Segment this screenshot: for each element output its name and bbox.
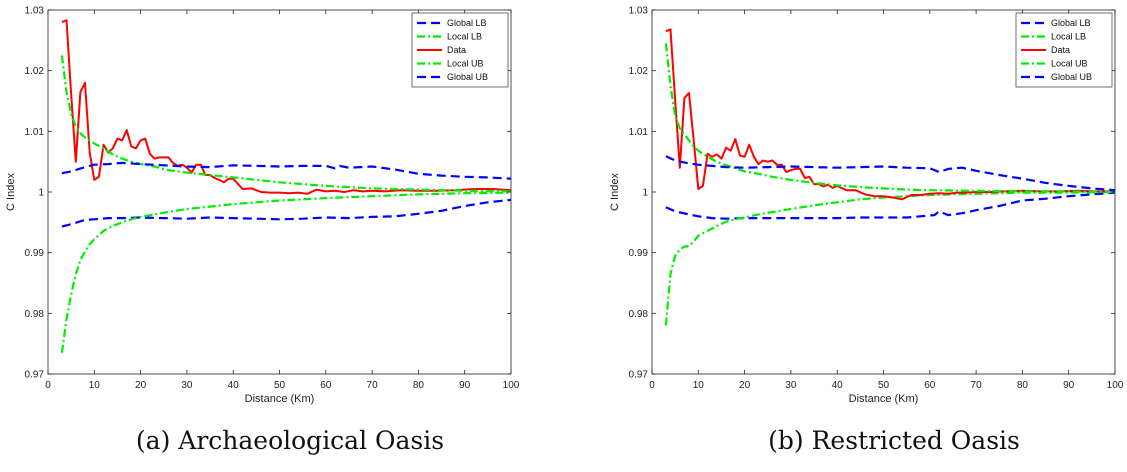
- legend-entry: Local UB: [447, 59, 484, 69]
- x-tick-label: 20: [739, 380, 751, 391]
- x-tick-label: 50: [878, 380, 890, 391]
- y-tick-label: 1.02: [629, 66, 649, 77]
- y-tick-label: 0.99: [629, 248, 649, 259]
- legend-entry: Local UB: [1051, 59, 1088, 69]
- plot-area: [60, 19, 511, 353]
- series-line-data: [665, 28, 1115, 201]
- y-tick-label: 0.97: [25, 370, 45, 381]
- y-tick-label: 0.98: [25, 309, 45, 320]
- legend-entry: Local LB: [447, 32, 482, 42]
- y-tick-label: 0.97: [629, 370, 649, 381]
- legend: Global LB Local LB Data Local UB Global UB: [411, 12, 509, 88]
- y-tick-label: 1.03: [25, 6, 45, 17]
- x-tick-label: 10: [693, 380, 705, 391]
- y-tick-label: 1.01: [25, 127, 45, 138]
- series-line-global-lb: [665, 191, 1115, 220]
- legend-entry: Global UB: [447, 72, 488, 82]
- x-tick-label: 30: [181, 380, 193, 391]
- y-tick-label: 0.98: [629, 309, 649, 320]
- caption-b-tag: (b): [768, 426, 804, 455]
- plot-area: [664, 28, 1115, 326]
- series-line-global-ub: [665, 155, 1115, 192]
- series-line-local-lb: [664, 190, 1115, 326]
- caption-a-tag: (a): [135, 426, 171, 455]
- caption-a: (a) Archaeological Oasis: [0, 426, 580, 455]
- legend-entry: Global UB: [1051, 72, 1092, 82]
- legend-entry: Local LB: [1051, 32, 1086, 42]
- x-tick-label: 80: [1017, 380, 1029, 391]
- legend-entry: Data: [447, 45, 466, 55]
- x-tick-label: 90: [1063, 380, 1075, 391]
- y-tick-label: 1: [642, 188, 648, 199]
- y-tick-label: 1.02: [25, 66, 45, 77]
- x-tick-label: 20: [135, 380, 147, 391]
- series-line-local-lb: [60, 191, 511, 353]
- x-tick-label: 60: [320, 380, 332, 391]
- x-tick-label: 100: [503, 380, 520, 391]
- legend-entry: Data: [1051, 45, 1070, 55]
- x-tick-label: 40: [832, 380, 844, 391]
- y-tick-label: 0.99: [25, 248, 45, 259]
- legend: Global LB Local LB Data Local UB Global UB: [1015, 12, 1113, 88]
- caption-b: (b) Restricted Oasis: [604, 426, 1127, 455]
- panel-restricted-oasis: 0 10 20 30 40 50 60 70 80 90 100 0.97 0.98 0.99 1 1.01 1…: [604, 0, 1127, 472]
- y-tick-label: 1: [38, 188, 44, 199]
- chart-archaeological-oasis: 0 10 20 30 40 50 60 70 80 90 100 0.97 0.98 0.99 1 1.01 1…: [5, 6, 520, 406]
- caption-a-text: Archaeological Oasis: [178, 426, 445, 455]
- panel-archaeological-oasis: 0 10 20 30 40 50 60 70 80 90 100 0.97 0.98 0.99 1 1.01 1…: [0, 0, 560, 472]
- x-tick-label: 10: [89, 380, 101, 391]
- x-tick-label: 70: [971, 380, 983, 391]
- y-axis-label: C Index: [609, 173, 621, 211]
- series-line-global-lb: [61, 198, 511, 228]
- x-tick-label: 30: [785, 380, 797, 391]
- x-tick-label: 0: [649, 380, 655, 391]
- x-tick-label: 70: [367, 380, 379, 391]
- chart-restricted-oasis: 0 10 20 30 40 50 60 70 80 90 100 0.97 0.98 0.99 1 1.01 1…: [609, 6, 1124, 406]
- x-tick-label: 90: [459, 380, 471, 391]
- x-tick-label: 80: [413, 380, 425, 391]
- x-tick-label: 40: [228, 380, 240, 391]
- y-axis-label: C Index: [5, 173, 17, 211]
- y-tick-label: 1.03: [629, 6, 649, 17]
- x-axis-label: Distance (Km): [245, 393, 315, 405]
- legend-entry: Global LB: [1051, 18, 1091, 28]
- x-tick-label: 0: [45, 380, 51, 391]
- legend-entry: Global LB: [447, 18, 487, 28]
- x-tick-label: 100: [1107, 380, 1124, 391]
- series-line-global-ub: [61, 161, 511, 180]
- x-tick-label: 50: [274, 380, 286, 391]
- caption-b-text: Restricted Oasis: [811, 426, 1020, 455]
- y-tick-label: 1.01: [629, 127, 649, 138]
- x-axis-label: Distance (Km): [849, 393, 919, 405]
- x-tick-label: 60: [924, 380, 936, 391]
